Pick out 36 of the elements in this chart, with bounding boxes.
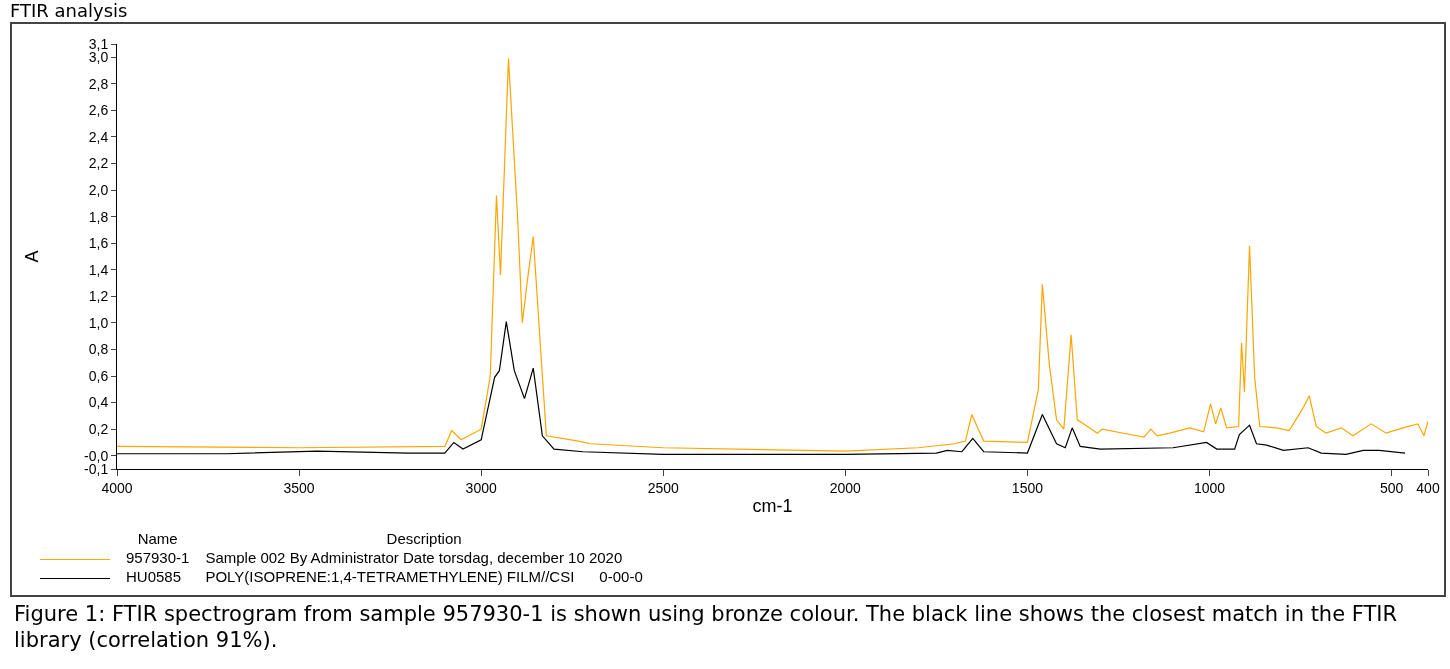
x-tick-label: 1500 bbox=[1011, 479, 1044, 496]
y-tick-label: 2,2 bbox=[88, 155, 109, 172]
x-tick-label: 4000 bbox=[101, 479, 133, 496]
y-tick-label: 0,2 bbox=[88, 421, 109, 438]
legend-label: 957930-1 bbox=[125, 548, 191, 567]
y-tick-label: 1,4 bbox=[88, 261, 109, 278]
line-series bbox=[117, 58, 1428, 452]
legend-label: HU0585 bbox=[125, 567, 183, 586]
text: Description bbox=[385, 529, 463, 548]
y-tick-label: 1,0 bbox=[88, 314, 109, 331]
text: Name bbox=[136, 529, 179, 548]
x-tick-label: 3000 bbox=[465, 479, 497, 496]
text: Sample 002 By Administrator Date torsdag, december 10 2020 bbox=[204, 548, 624, 567]
y-tick-label: 0,4 bbox=[88, 394, 109, 411]
text: POLY(ISOPRENE:1,4-TETRAMETHYLENE) FILM//CSI 0-00-0 bbox=[204, 567, 644, 586]
y-tick-label: 0,8 bbox=[88, 341, 109, 358]
x-tick-label: 3500 bbox=[283, 479, 315, 496]
y-tick-label: 0,6 bbox=[88, 367, 109, 384]
x-tick-label: 2000 bbox=[829, 479, 862, 496]
x-tick-label: 500 bbox=[1379, 479, 1404, 496]
x-tick-label: 2500 bbox=[647, 479, 680, 496]
y-axis-title: A bbox=[22, 250, 43, 263]
x-tick-label: 400 bbox=[1416, 479, 1440, 496]
y-tick-label: 1,6 bbox=[88, 235, 109, 252]
y-tick-label: 2,0 bbox=[88, 181, 109, 198]
y-tick-label: 1,2 bbox=[88, 288, 109, 305]
caption: Figure 1: FTIR spectrogram from sample 957930-1 is shown using bronze colour. The black line shows the closest match in the FTIR library (correlation 91%). bbox=[13, 601, 1399, 654]
y-tick-label: 3,1 bbox=[88, 35, 109, 52]
y-tick-label: 2,6 bbox=[88, 102, 109, 119]
y-tick-label: 2,8 bbox=[88, 75, 109, 92]
x-axis-title: cm-1 bbox=[752, 495, 793, 516]
y-tick-label: 3,0 bbox=[88, 49, 109, 66]
x-tick-label: 1000 bbox=[1193, 479, 1226, 496]
chart-title: FTIR analysis bbox=[9, 0, 129, 22]
y-tick-label: 2,4 bbox=[88, 128, 109, 145]
y-tick-label: 1,8 bbox=[88, 208, 109, 225]
